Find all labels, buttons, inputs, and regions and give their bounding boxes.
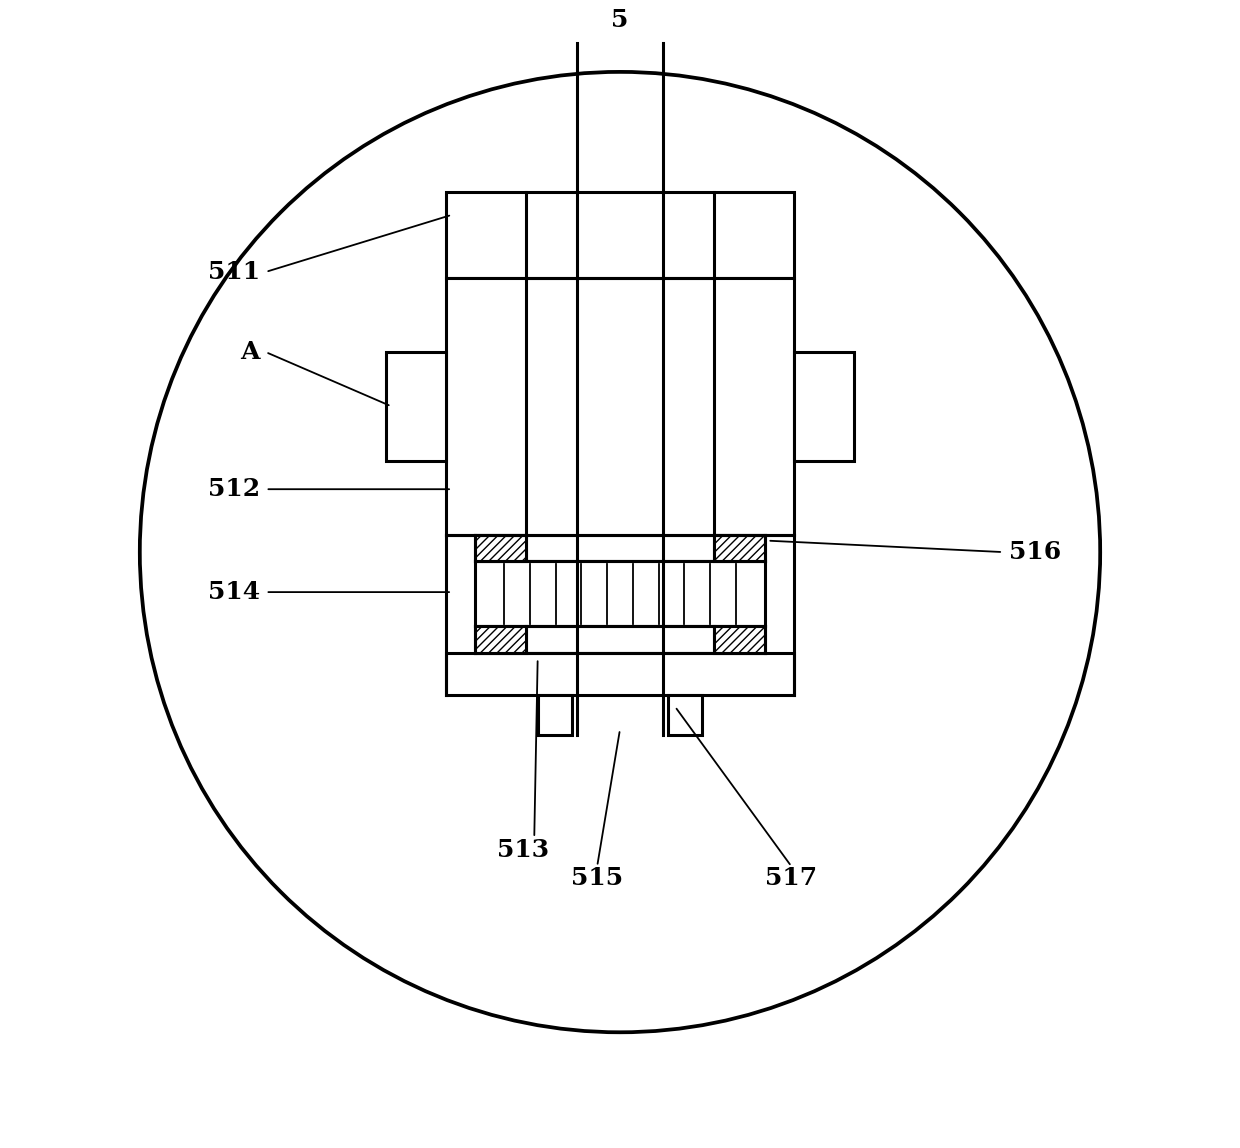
Text: A: A bbox=[241, 340, 260, 364]
Text: 512: 512 bbox=[208, 478, 260, 502]
Bar bbox=[714, 278, 794, 535]
Text: 5: 5 bbox=[611, 8, 629, 32]
Bar bbox=[526, 627, 714, 653]
Bar bbox=[794, 352, 854, 460]
Text: 517: 517 bbox=[765, 867, 817, 891]
Text: 515: 515 bbox=[572, 867, 624, 891]
Bar bbox=[475, 561, 765, 627]
Bar bbox=[446, 653, 794, 695]
Bar bbox=[475, 535, 526, 561]
Text: 513: 513 bbox=[497, 838, 549, 862]
Bar bbox=[526, 535, 714, 561]
Bar bbox=[475, 627, 526, 653]
Bar bbox=[668, 695, 702, 735]
Text: 514: 514 bbox=[208, 580, 260, 604]
Bar bbox=[538, 695, 572, 735]
Bar bbox=[386, 352, 446, 460]
Bar bbox=[446, 192, 794, 278]
Bar bbox=[446, 278, 526, 535]
Bar bbox=[714, 627, 765, 653]
Bar bbox=[714, 535, 765, 561]
Text: 516: 516 bbox=[1008, 540, 1061, 564]
Text: 511: 511 bbox=[208, 259, 260, 284]
